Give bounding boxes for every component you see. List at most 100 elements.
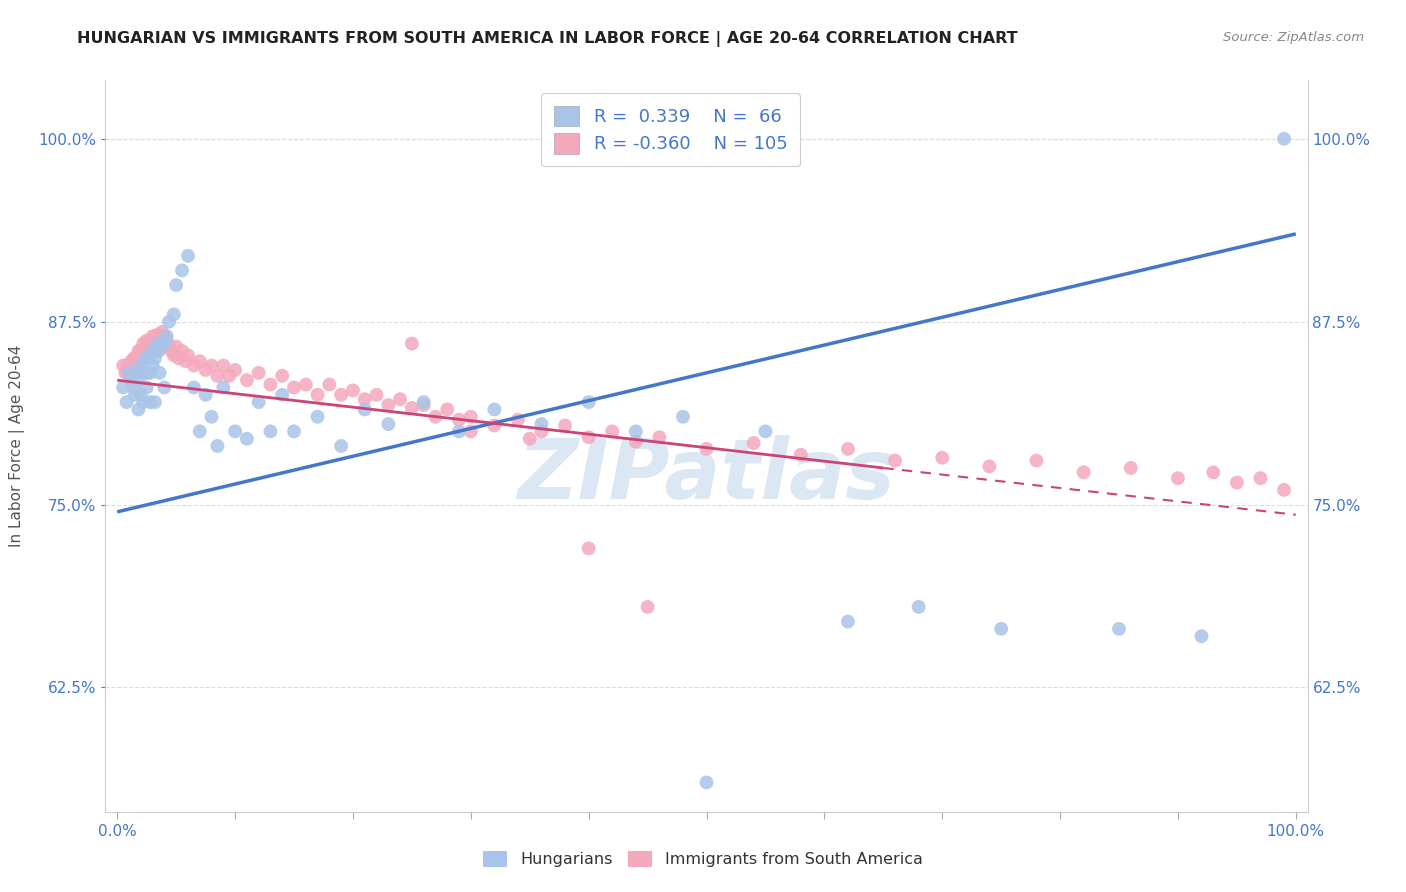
Point bbox=[530, 425, 553, 439]
Point bbox=[224, 363, 246, 377]
Point bbox=[578, 395, 600, 409]
Point bbox=[648, 430, 671, 444]
Point bbox=[135, 343, 157, 357]
Point bbox=[135, 339, 156, 353]
Point bbox=[436, 402, 458, 417]
Point bbox=[124, 388, 146, 402]
Point bbox=[146, 336, 169, 351]
Point bbox=[122, 351, 145, 366]
Point bbox=[307, 388, 329, 402]
Point bbox=[114, 366, 136, 380]
Point bbox=[1249, 471, 1271, 485]
Point bbox=[142, 339, 165, 353]
Point bbox=[163, 307, 186, 321]
Point bbox=[135, 366, 157, 380]
Point bbox=[183, 380, 205, 394]
Point bbox=[353, 402, 375, 417]
Point bbox=[170, 343, 193, 358]
Point bbox=[157, 339, 180, 353]
Point bbox=[530, 417, 553, 431]
Point bbox=[165, 278, 187, 293]
Text: ZIPatlas: ZIPatlas bbox=[517, 434, 896, 516]
Point bbox=[837, 442, 859, 456]
Point bbox=[790, 448, 813, 462]
Point bbox=[142, 359, 165, 373]
Point bbox=[127, 402, 149, 417]
Point bbox=[236, 373, 259, 387]
Point bbox=[506, 412, 529, 426]
Point bbox=[156, 334, 179, 348]
Point bbox=[377, 398, 399, 412]
Point bbox=[149, 366, 172, 380]
Point bbox=[183, 359, 205, 373]
Point bbox=[307, 409, 329, 424]
Point bbox=[118, 359, 141, 373]
Point bbox=[146, 339, 169, 353]
Point bbox=[578, 430, 600, 444]
Point bbox=[118, 366, 141, 380]
Point bbox=[1119, 461, 1142, 475]
Point bbox=[218, 368, 240, 383]
Point bbox=[194, 363, 217, 377]
Point bbox=[425, 409, 447, 424]
Point bbox=[696, 442, 718, 456]
Point bbox=[236, 432, 259, 446]
Point bbox=[578, 541, 600, 556]
Point bbox=[696, 775, 718, 789]
Point bbox=[188, 354, 211, 368]
Point bbox=[118, 366, 141, 380]
Point bbox=[153, 339, 176, 353]
Point bbox=[447, 425, 470, 439]
Point bbox=[318, 377, 340, 392]
Point bbox=[931, 450, 953, 465]
Point bbox=[115, 395, 138, 409]
Point bbox=[143, 343, 166, 357]
Point bbox=[401, 401, 423, 415]
Point bbox=[207, 439, 229, 453]
Point bbox=[150, 325, 173, 339]
Point bbox=[1272, 132, 1295, 146]
Point bbox=[907, 599, 929, 614]
Point bbox=[157, 315, 180, 329]
Point bbox=[124, 366, 146, 380]
Point bbox=[156, 329, 179, 343]
Point bbox=[194, 388, 217, 402]
Point bbox=[342, 384, 364, 398]
Point bbox=[990, 622, 1012, 636]
Point bbox=[247, 395, 270, 409]
Point bbox=[212, 359, 235, 373]
Point bbox=[295, 377, 318, 392]
Point bbox=[129, 359, 152, 373]
Point bbox=[143, 351, 166, 366]
Point bbox=[188, 425, 211, 439]
Point bbox=[148, 343, 170, 358]
Point bbox=[120, 361, 142, 376]
Point bbox=[174, 354, 197, 368]
Point bbox=[672, 409, 695, 424]
Point bbox=[177, 249, 200, 263]
Point bbox=[1073, 466, 1095, 480]
Point bbox=[136, 351, 159, 366]
Point bbox=[484, 418, 506, 433]
Point bbox=[200, 359, 222, 373]
Point bbox=[224, 425, 246, 439]
Point bbox=[366, 388, 388, 402]
Point bbox=[115, 359, 138, 373]
Point bbox=[149, 334, 172, 348]
Point bbox=[129, 361, 152, 376]
Point bbox=[212, 380, 235, 394]
Point bbox=[163, 348, 186, 362]
Point bbox=[389, 392, 412, 407]
Point bbox=[177, 348, 200, 362]
Point bbox=[120, 373, 142, 387]
Point bbox=[353, 392, 375, 407]
Point bbox=[259, 425, 281, 439]
Point bbox=[142, 343, 165, 358]
Point bbox=[1202, 466, 1225, 480]
Point bbox=[1108, 622, 1130, 636]
Point bbox=[460, 409, 482, 424]
Point bbox=[129, 354, 152, 368]
Point bbox=[447, 412, 470, 426]
Point bbox=[247, 366, 270, 380]
Point bbox=[153, 336, 176, 351]
